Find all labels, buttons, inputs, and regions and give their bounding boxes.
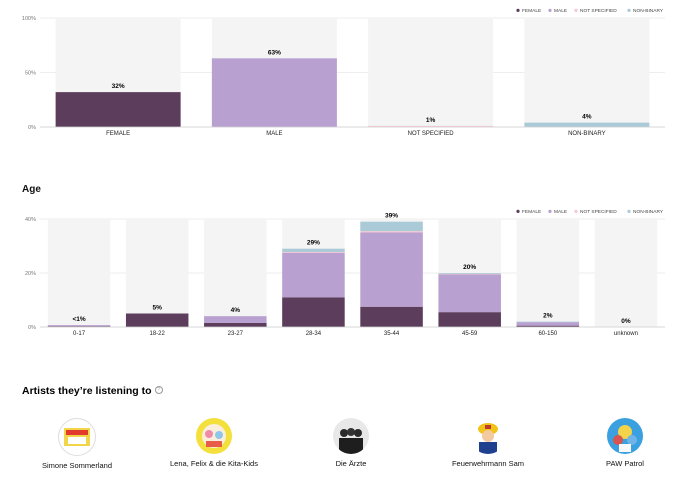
category-label: 45-59: [462, 331, 478, 337]
bar-segment-male: [204, 316, 267, 323]
legend-swatch: [627, 8, 631, 12]
legend-swatch: [627, 209, 631, 213]
artists-title-text: Artists they’re listening to: [22, 385, 152, 397]
category-label: 35-44: [384, 331, 400, 337]
y-tick-label: 50%: [25, 71, 36, 77]
artist-card-paw-patrol[interactable]: PAW Patrol: [560, 418, 690, 468]
age-stacked-bar-chart: 0% 20% 40% <1% 0-17 5% 18-22 4% 23-27 29% 28-34 39%…: [25, 209, 665, 337]
album-cover-icon[interactable]: [58, 418, 96, 456]
artist-card-feuerwehrmann-sam[interactable]: Feuerwehrmann Sam: [423, 418, 553, 468]
category-label: NOT SPECIFIED: [408, 131, 455, 137]
bar-background: [524, 18, 650, 127]
legend-label: FEMALE: [522, 209, 541, 215]
bar-segment-male: [282, 252, 345, 298]
bar-segment-female: [516, 325, 580, 327]
bar-background: [125, 219, 189, 327]
bar-segment-non-binary: [516, 321, 580, 323]
legend-swatch: [548, 8, 552, 12]
legend-label: NOT SPECIFIED: [580, 8, 617, 14]
legend-label: NOT SPECIFIED: [580, 209, 617, 215]
bar-non-binary: [524, 122, 650, 127]
artist-name[interactable]: PAW Patrol: [606, 459, 644, 468]
artist-name[interactable]: Die Ärzte: [335, 459, 367, 468]
y-tick-label: 0%: [28, 125, 36, 131]
bar-total-label: 20%: [463, 264, 476, 271]
bar-segment-female: [204, 322, 267, 327]
category-label: 60-150: [538, 331, 557, 337]
bar-background: [516, 219, 580, 327]
bar-total-label: 5%: [152, 305, 162, 312]
category-label: MALE: [266, 131, 282, 137]
bar-segment-male: [438, 274, 501, 313]
category-label: unknown: [614, 331, 638, 337]
cartoon-cover-icon[interactable]: [196, 418, 232, 454]
bar-segment-female: [438, 312, 501, 327]
bar-segment-not-specified: [360, 231, 423, 233]
category-label: NON-BINARY: [568, 131, 606, 137]
category-label: 23-27: [228, 331, 244, 337]
bar-total-label: 0%: [621, 318, 631, 325]
bar-segment-not-specified: [282, 251, 345, 253]
bar-segment-non-binary: [360, 221, 423, 232]
gender-bar-chart: 0% 50% 100% 32% FEMALE 63% MALE 1% NOT SPECIFIED…: [22, 8, 665, 137]
bar-segment-female: [125, 313, 189, 327]
category-label: 28-34: [306, 331, 322, 337]
artists-section-title: Artists they’re listening to?: [22, 385, 163, 397]
bar-background: [204, 219, 267, 327]
bar-background: [594, 219, 658, 327]
info-icon[interactable]: ?: [154, 386, 163, 394]
category-label: FEMALE: [106, 131, 130, 137]
legend-swatch: [574, 8, 578, 12]
legend-label: NON-BINARY: [633, 8, 664, 14]
artist-name[interactable]: Simone Sommerland: [41, 461, 113, 470]
artist-name[interactable]: Feuerwehrmann Sam: [451, 459, 525, 468]
bar-segment-non-binary: [438, 273, 501, 274]
y-tick-label: 40%: [25, 217, 36, 223]
y-tick-label: 20%: [25, 271, 36, 277]
bar-segment-male: [47, 325, 111, 327]
legend-label: MALE: [554, 209, 567, 215]
bar-value-label: 1%: [426, 117, 436, 124]
pup-icon[interactable]: [607, 418, 643, 454]
legend-swatch: [548, 209, 552, 213]
bar-value-label: 4%: [582, 114, 592, 121]
artist-name[interactable]: Lena, Felix & die Kita-Kids: [170, 459, 258, 468]
bar-segment-female: [360, 306, 423, 327]
y-tick-label: 100%: [22, 16, 36, 22]
legend-swatch: [574, 209, 578, 213]
band-photo-icon[interactable]: [333, 418, 369, 454]
artist-card-die-aerzte[interactable]: Die Ärzte: [286, 418, 416, 468]
bar-segment-male: [516, 322, 580, 326]
legend-label: MALE: [554, 8, 567, 14]
bar-value-label: 63%: [268, 49, 281, 56]
legend-label: FEMALE: [522, 8, 541, 14]
bar-background: [47, 219, 111, 327]
bar-segment-female: [47, 326, 111, 327]
bar-female: [55, 92, 181, 127]
bar-segment-non-binary: [282, 248, 345, 252]
bar-segment-not-specified: [438, 273, 501, 275]
legend-swatch: [516, 8, 520, 12]
legend-label: NON-BINARY: [633, 209, 664, 215]
bar-segment-female: [282, 297, 345, 327]
bar-total-label: 4%: [231, 307, 241, 314]
bar-background: [368, 18, 494, 127]
bar-segment-male: [360, 232, 423, 307]
bar-total-label: 29%: [307, 240, 320, 247]
bar-total-label: 2%: [543, 313, 553, 320]
y-tick-label: 0%: [28, 325, 36, 331]
category-label: 0-17: [73, 331, 86, 337]
bar-value-label: 32%: [112, 83, 125, 90]
artist-card-simone-sommerland[interactable]: Simone Sommerland: [12, 418, 142, 470]
bar-not-specified: [368, 125, 494, 127]
bar-total-label: 39%: [385, 213, 398, 220]
legend-swatch: [516, 209, 520, 213]
category-label: 18-22: [150, 331, 166, 337]
artist-card-lena-felix-kita-kids[interactable]: Lena, Felix & die Kita-Kids: [149, 418, 279, 468]
firefighter-icon[interactable]: [470, 418, 506, 454]
bar-male: [211, 58, 337, 127]
age-title: Age: [22, 184, 41, 195]
bar-total-label: <1%: [72, 316, 85, 323]
